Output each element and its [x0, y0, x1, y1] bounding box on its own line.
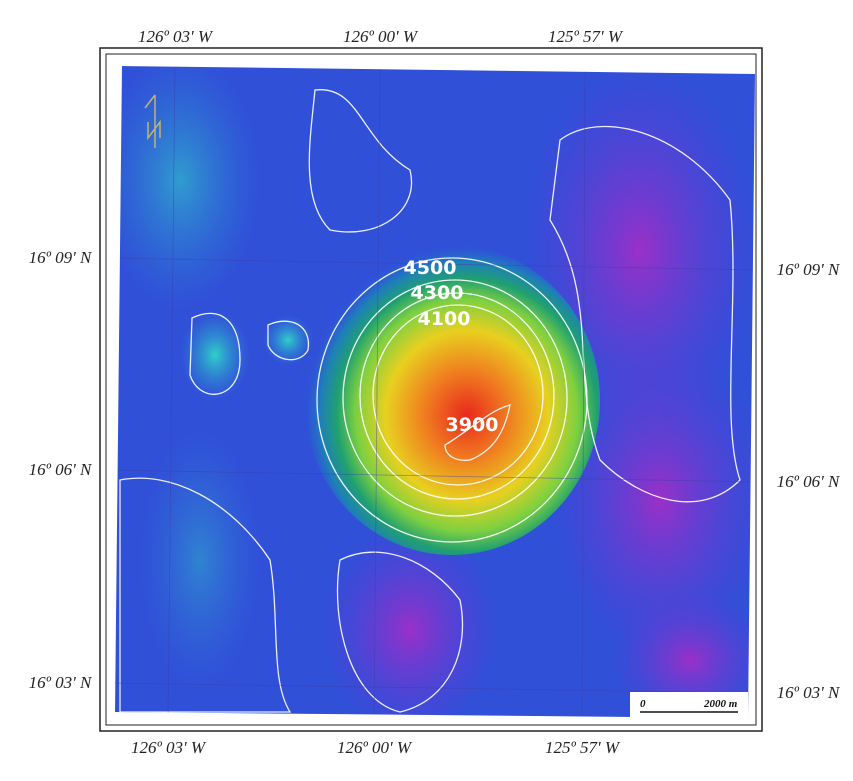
- right-label: 16º 09' N: [777, 260, 841, 279]
- top-label: 125º 57' W: [548, 27, 624, 46]
- bathymetry: [115, 66, 755, 718]
- bottom-label: 126º 00' W: [337, 738, 413, 757]
- right-label: 16º 06' N: [777, 472, 841, 491]
- contour-label: 4300: [411, 282, 464, 304]
- left-label: 16º 09' N: [29, 248, 93, 267]
- scale-start: 0: [640, 698, 646, 710]
- right-label: 16º 03' N: [777, 683, 841, 702]
- contour-label: 4100: [418, 308, 471, 330]
- top-label: 126º 00' W: [343, 27, 419, 46]
- contour-label: 3900: [446, 414, 499, 436]
- top-label: 126º 03' W: [138, 27, 214, 46]
- scale-end: 2000 m: [703, 698, 738, 710]
- north-arrow: [144, 94, 161, 148]
- contour-label: 4500: [404, 257, 457, 279]
- inner-frame: [105, 53, 757, 726]
- left-label: 16º 06' N: [29, 460, 93, 479]
- scale-box: [630, 692, 748, 720]
- left-label: 16º 03' N: [29, 673, 93, 692]
- bottom-label: 125º 57' W: [545, 738, 621, 757]
- outer-frame: [99, 47, 763, 732]
- bottom-label: 126º 03' W: [131, 738, 207, 757]
